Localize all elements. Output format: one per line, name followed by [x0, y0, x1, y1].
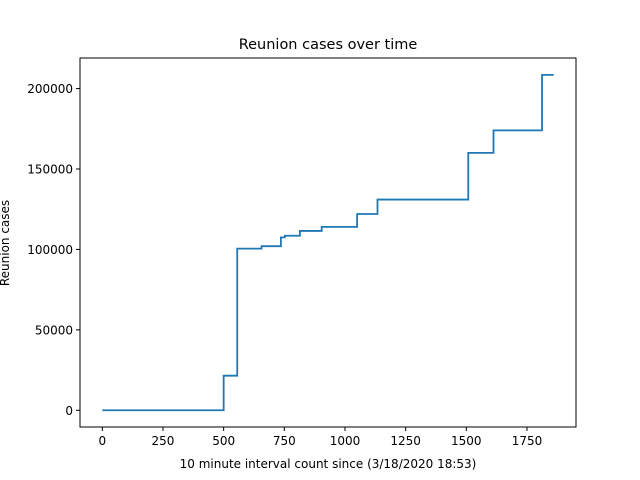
chart-title: Reunion cases over time	[239, 37, 418, 53]
y-tick-label: 100000	[27, 243, 73, 257]
x-tick-label: 1000	[330, 434, 361, 448]
x-axis-label: 10 minute interval count since (3/18/202…	[180, 457, 477, 471]
y-tick-label: 50000	[35, 323, 73, 337]
x-tick-label: 1750	[512, 434, 543, 448]
y-tick-label: 150000	[27, 162, 73, 176]
y-tick-label: 0	[65, 404, 73, 418]
x-tick-label: 500	[212, 434, 235, 448]
x-tick-label: 1500	[451, 434, 482, 448]
x-tick-label: 1250	[390, 434, 421, 448]
x-tick-label: 750	[273, 434, 296, 448]
y-axis-label: Reunion cases	[0, 200, 12, 286]
y-tick-label: 200000	[27, 82, 73, 96]
x-tick-label: 0	[99, 434, 107, 448]
x-tick-label: 250	[152, 434, 175, 448]
